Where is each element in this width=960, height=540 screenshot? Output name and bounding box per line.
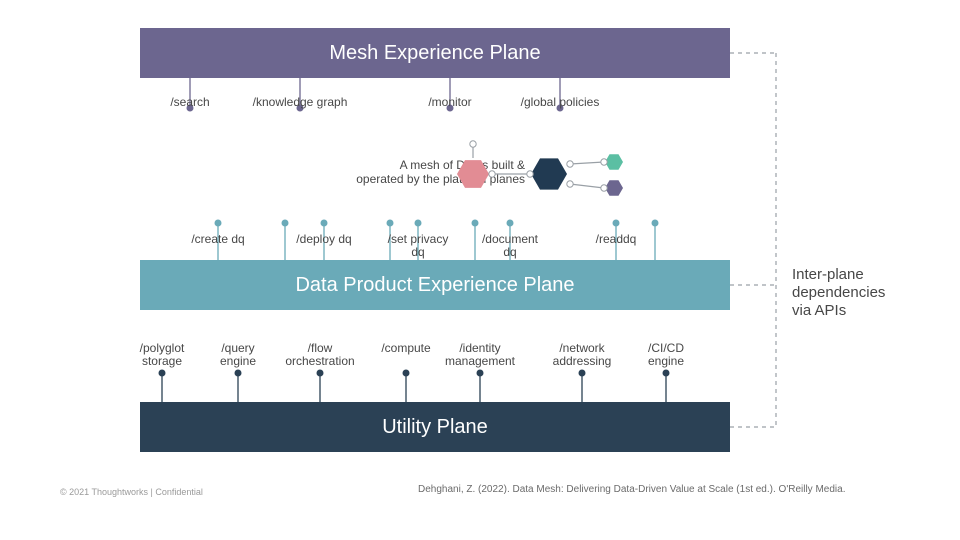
api-stems-util [159, 370, 670, 403]
api-label: /document dq [482, 233, 538, 259]
api-label: /create dq [191, 233, 244, 246]
api-label: /set privacy dq [388, 233, 449, 259]
overlay-svg [0, 0, 960, 540]
diagram-stage: Mesh Experience Plane Data Product Exper… [0, 0, 960, 540]
api-stems-mesh [187, 78, 564, 112]
api-label: /flow orchestration [285, 342, 354, 368]
mesh-glyph-icon [457, 141, 623, 196]
api-label: /compute [381, 342, 430, 355]
api-label: /global policies [521, 96, 600, 109]
api-label: /knowledge graph [253, 96, 348, 109]
api-label: /search [170, 96, 209, 109]
api-label: /identity management [445, 342, 515, 368]
dashed-bracket [730, 53, 776, 427]
api-label: /query engine [220, 342, 256, 368]
api-label: /network addressing [553, 342, 612, 368]
api-label: /CI/CD engine [648, 342, 684, 368]
api-label: /deploy dq [296, 233, 351, 246]
api-label: /readdq [596, 233, 637, 246]
api-label: /monitor [428, 96, 471, 109]
api-label: /polyglot storage [140, 342, 185, 368]
